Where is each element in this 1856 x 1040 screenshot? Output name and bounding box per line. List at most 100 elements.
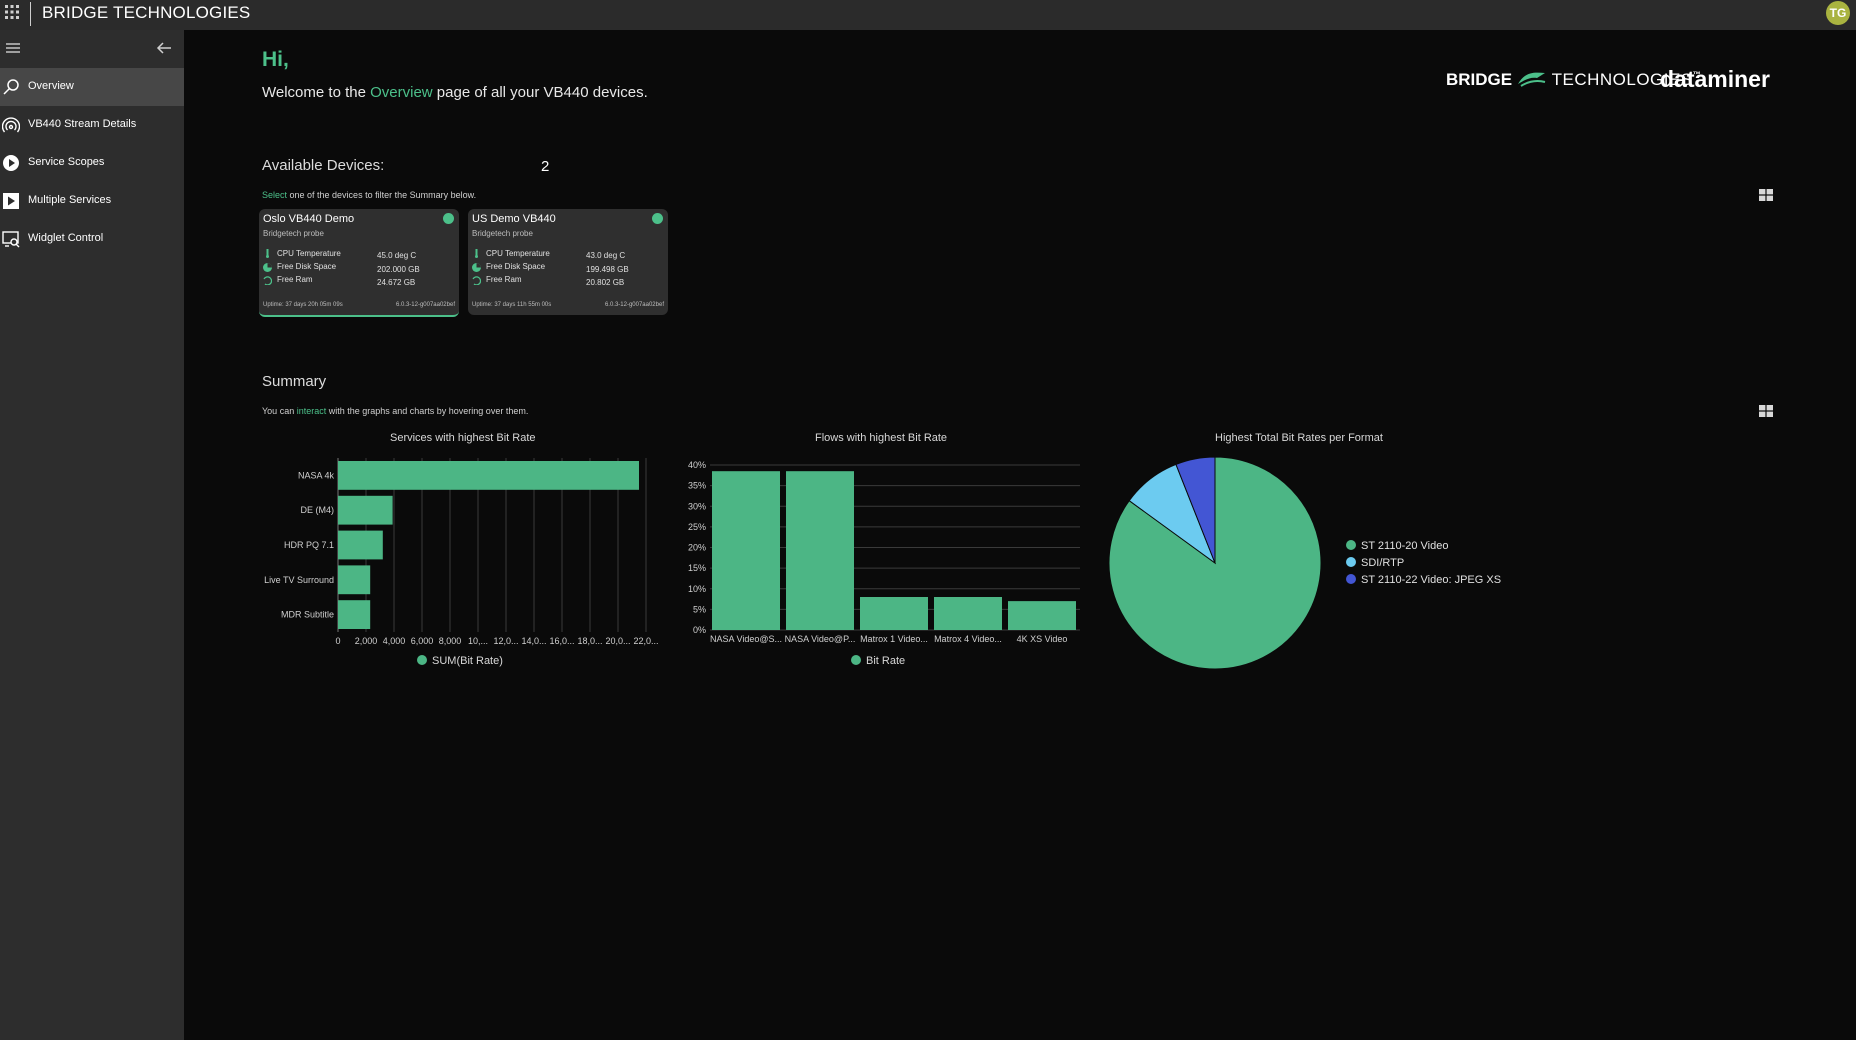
- chart1-title: Services with highest Bit Rate: [390, 432, 536, 444]
- device-version: 6.0.3-12-g007aa02bef: [604, 302, 664, 308]
- sidebar-item-widglet-control[interactable]: Widglet Control: [0, 220, 184, 258]
- dataminer-logo: dataminer: [1660, 66, 1770, 92]
- category-label: Matrox 4 Video...: [934, 634, 1002, 644]
- bar[interactable]: [786, 471, 854, 630]
- x-tick-label: 2,000: [355, 636, 378, 646]
- thermometer-icon: [266, 249, 269, 258]
- export-icon[interactable]: [1759, 189, 1773, 201]
- user-avatar[interactable]: TG: [1826, 1, 1850, 25]
- bar[interactable]: [338, 530, 383, 560]
- summary-title: Summary: [262, 373, 327, 390]
- bar[interactable]: [860, 597, 928, 630]
- category-label: NASA Video@P...: [785, 634, 856, 644]
- welcome-prefix: Welcome to the: [262, 84, 371, 101]
- bar[interactable]: [338, 495, 393, 525]
- status-online-dot: [652, 213, 663, 224]
- x-tick-label: 12,0...: [493, 636, 518, 646]
- summary-hint-suffix: with the graphs and charts by hovering o…: [326, 406, 529, 416]
- legend-dot: [1346, 557, 1356, 567]
- devices-hint: Select one of the devices to filter the …: [262, 190, 476, 200]
- device-uptime: Uptime: 37 days 11h 55m 00s: [472, 302, 552, 308]
- sidebar-item-service-scopes[interactable]: Service Scopes: [0, 144, 184, 182]
- bar[interactable]: [338, 461, 639, 490]
- category-label: NASA 4k: [298, 470, 335, 480]
- device-card-us[interactable]: US Demo VB440 Bridgetech probe CPU Tempe…: [468, 209, 668, 315]
- ram-gauge-icon: [472, 276, 481, 285]
- metric-value: 43.0 deg C: [586, 251, 626, 260]
- export-icon[interactable]: [1759, 405, 1773, 417]
- sidebar-item-label: VB440 Stream Details: [28, 118, 137, 130]
- metric-value: 202.000 GB: [377, 265, 420, 274]
- bar[interactable]: [338, 600, 371, 629]
- metric-label: Free Ram: [486, 275, 522, 284]
- device-uptime: Uptime: 37 days 20h 05m 09s: [263, 302, 343, 308]
- metric-label: Free Disk Space: [277, 262, 337, 271]
- play-square-icon: [3, 193, 19, 209]
- legend-label: SDI/RTP: [1361, 557, 1405, 569]
- legend-label: ST 2110-22 Video: JPEG XS: [1361, 574, 1502, 586]
- summary-hint: You can interact with the graphs and cha…: [262, 406, 528, 416]
- x-tick-label: 8,000: [439, 636, 462, 646]
- y-tick-label: 20%: [688, 543, 706, 553]
- broadcast-icon: [2, 117, 20, 133]
- pie-legend-item[interactable]: SDI/RTP: [1346, 557, 1404, 569]
- x-tick-label: 18,0...: [577, 636, 602, 646]
- y-tick-label: 25%: [688, 522, 706, 532]
- welcome-highlight: Overview: [370, 84, 433, 101]
- sidebar-item-multiple-services[interactable]: Multiple Services: [0, 182, 184, 220]
- services-bitrate-chart[interactable]: 0 2,000 4,000 6,000 8,000 10,... 12,0... 14,0..…: [250, 450, 670, 650]
- category-label: NASA Video@S...: [710, 634, 782, 644]
- bar[interactable]: [934, 597, 1002, 630]
- available-devices-count: 2: [541, 158, 550, 175]
- greeting: Hi,: [262, 48, 289, 71]
- device-card-oslo[interactable]: Oslo VB440 Demo Bridgetech probe CPU Tem…: [259, 209, 459, 317]
- bar[interactable]: [1008, 601, 1076, 630]
- legend-dot: [417, 655, 427, 665]
- chart3-title: Highest Total Bit Rates per Format: [1215, 432, 1383, 444]
- pie-slice[interactable]: [1175, 456, 1216, 564]
- device-name: US Demo VB440: [472, 213, 556, 225]
- sidebar-item-vb440-stream-details[interactable]: VB440 Stream Details: [0, 106, 184, 144]
- bar[interactable]: [338, 565, 371, 595]
- metric-label: CPU Temperature: [277, 249, 341, 258]
- metric-label: Free Ram: [277, 275, 313, 284]
- x-tick-label: 10,...: [468, 636, 488, 646]
- pie-legend-item[interactable]: ST 2110-22 Video: JPEG XS: [1346, 574, 1501, 586]
- hamburger-menu-icon[interactable]: [6, 42, 20, 54]
- y-tick-label: 5%: [693, 604, 706, 614]
- chart2-title: Flows with highest Bit Rate: [815, 432, 948, 444]
- bridge-technologies-logo: BRIDGE TECHNOLOGIES™: [1446, 70, 1701, 90]
- summary-hint-highlight: interact: [296, 406, 327, 416]
- bar[interactable]: [712, 471, 780, 630]
- summary-hint-prefix: You can: [262, 406, 297, 416]
- app-launcher-icon[interactable]: [4, 4, 20, 20]
- metric-label: CPU Temperature: [486, 249, 550, 258]
- legend-dot: [1346, 540, 1356, 550]
- topbar-divider: [30, 2, 31, 26]
- flows-bitrate-chart[interactable]: 0% 5% 10% 15% 20% 25% 30% 35% 40% NASA Video@S...…: [670, 450, 1090, 650]
- logo-bridge-text: BRIDGE: [1446, 70, 1513, 89]
- metric-value: 45.0 deg C: [377, 251, 417, 260]
- metric-value: 199.498 GB: [586, 265, 629, 274]
- category-label: Live TV Surround: [264, 575, 334, 585]
- welcome-suffix: page of all your VB440 devices.: [432, 84, 648, 101]
- y-tick-label: 40%: [688, 460, 706, 470]
- legend-label: Bit Rate: [866, 655, 906, 667]
- metric-value: 24.672 GB: [377, 278, 416, 287]
- legend-label: SUM(Bit Rate): [432, 655, 503, 667]
- collapse-sidebar-arrow-icon[interactable]: [156, 40, 172, 56]
- chart1-legend: SUM(Bit Rate): [417, 655, 503, 667]
- sidebar: Overview VB440 Stream Details Service Sc…: [0, 30, 184, 1040]
- sidebar-item-overview[interactable]: Overview: [0, 68, 184, 106]
- category-label: HDR PQ 7.1: [284, 540, 334, 550]
- device-type: Bridgetech probe: [472, 229, 533, 238]
- metric-label: Free Disk Space: [486, 262, 546, 271]
- sidebar-item-label: Overview: [28, 80, 74, 92]
- category-label: MDR Subtitle: [281, 610, 334, 620]
- app-title: BRIDGE TECHNOLOGIES: [42, 3, 251, 22]
- device-version: 6.0.3-12-g007aa02bef: [395, 302, 455, 308]
- sidebar-item-label: Multiple Services: [28, 194, 112, 206]
- status-online-dot: [443, 213, 454, 224]
- pie-legend-item[interactable]: ST 2110-20 Video: [1346, 540, 1448, 552]
- format-bitrate-pie-chart[interactable]: [1100, 450, 1340, 680]
